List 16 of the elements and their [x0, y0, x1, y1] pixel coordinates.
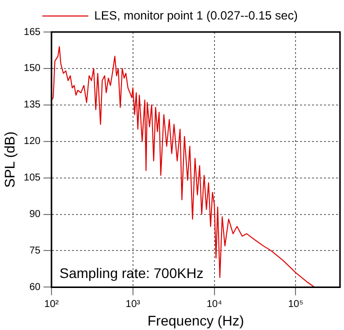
y-tick-label: 150	[24, 63, 41, 74]
x-axis-title: Frequency (Hz)	[148, 312, 244, 328]
y-tick-label: 135	[24, 100, 41, 111]
annotation: Sampling rate: 700KHz	[59, 265, 204, 282]
x-tick-label: 10⁵	[288, 298, 304, 310]
y-tick-label: 60	[29, 282, 41, 293]
y-tick-label: 105	[24, 172, 41, 184]
legend-label: LES, monitor point 1 (0.027--0.15 sec)	[94, 8, 298, 22]
x-tick-label: 10²	[44, 298, 60, 310]
y-tick-label: 75	[29, 245, 41, 256]
y-tick-label: 90	[29, 209, 41, 220]
y-tick-label: 120	[24, 136, 41, 148]
y-axis-title: SPL (dB)	[1, 131, 18, 188]
x-tick-label: 10³	[126, 298, 141, 310]
y-tick-label: 165	[24, 26, 41, 38]
x-tick-label: 10⁴	[206, 298, 222, 310]
